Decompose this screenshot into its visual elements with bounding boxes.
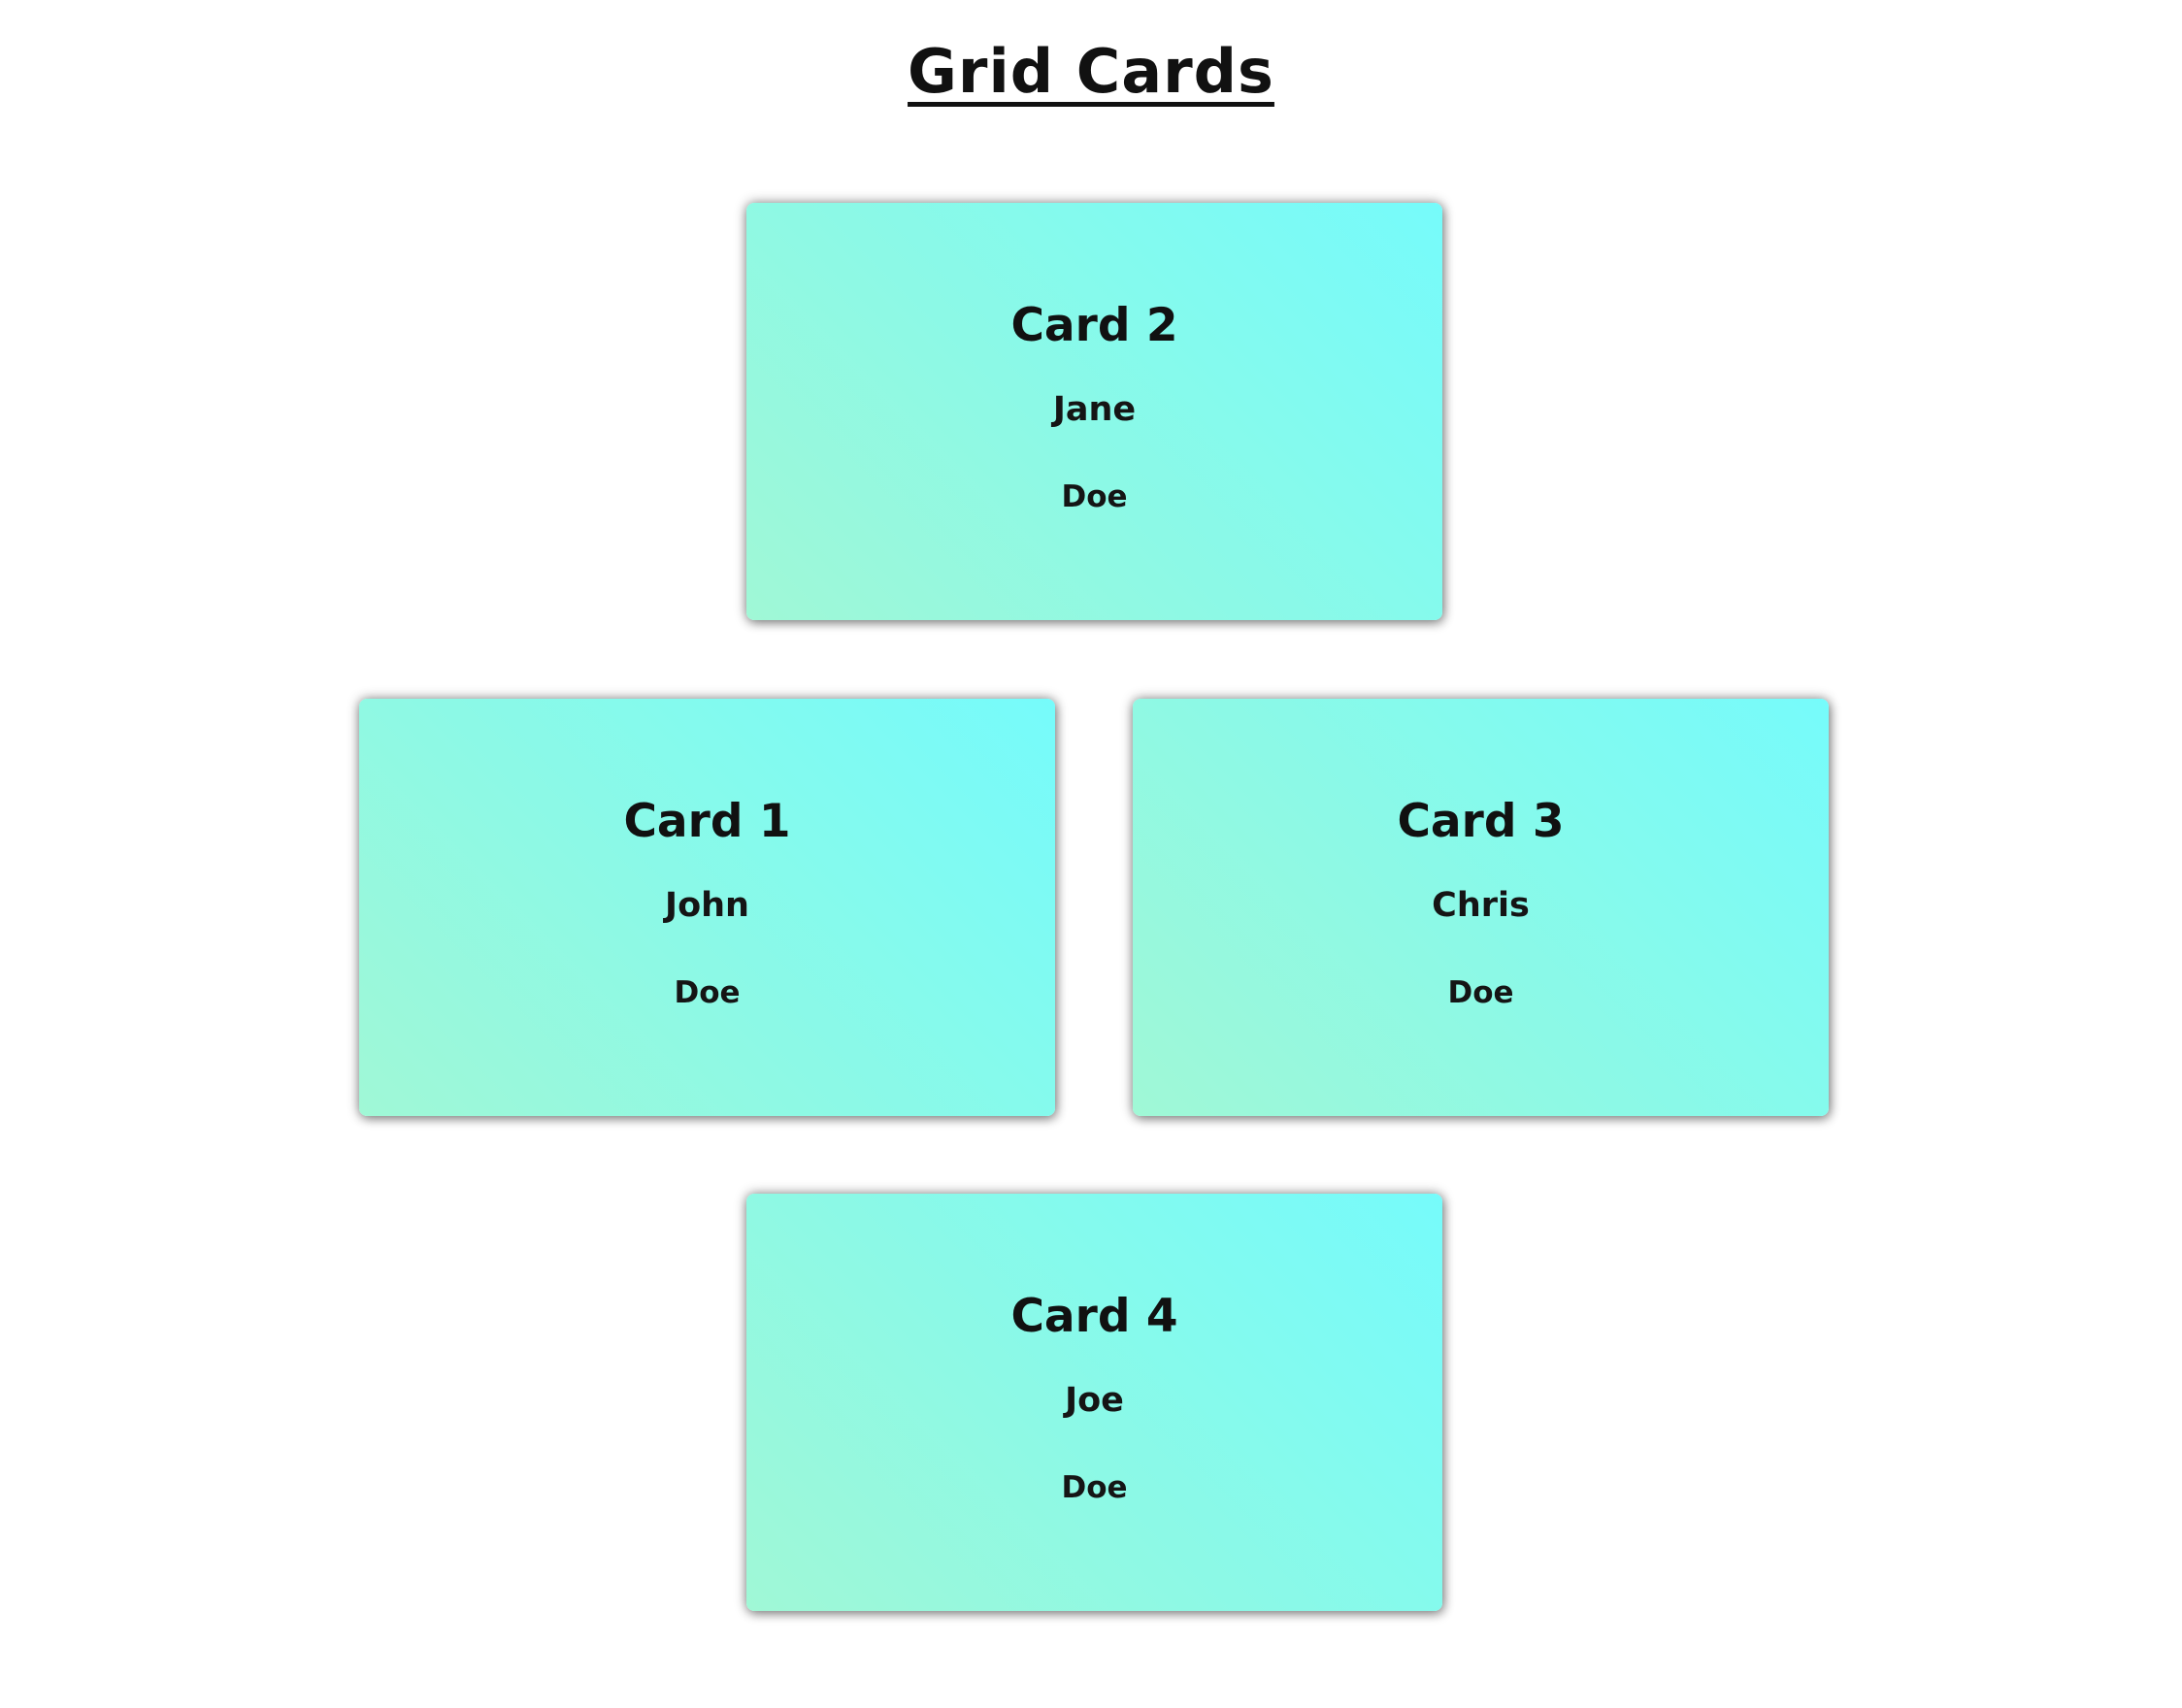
card-1: Card 1 John Doe: [359, 699, 1055, 1116]
page-title: Grid Cards: [908, 36, 1274, 107]
card-last-name: Doe: [1061, 1470, 1128, 1505]
card-last-name: Doe: [1061, 479, 1128, 514]
card-3: Card 3 Chris Doe: [1133, 699, 1829, 1116]
card-title: Card 4: [1010, 1290, 1178, 1343]
card-last-name: Doe: [674, 975, 741, 1010]
card-title: Card 1: [623, 795, 791, 848]
card-title: Card 2: [1010, 299, 1178, 352]
card-4: Card 4 Joe Doe: [746, 1194, 1442, 1611]
card-title: Card 3: [1397, 795, 1565, 848]
card-first-name: Jane: [1052, 390, 1137, 429]
card-last-name: Doe: [1447, 975, 1514, 1010]
card-first-name: Joe: [1065, 1381, 1124, 1420]
card-first-name: Chris: [1432, 886, 1530, 925]
card-2: Card 2 Jane Doe: [746, 203, 1442, 620]
card-first-name: John: [665, 886, 749, 925]
